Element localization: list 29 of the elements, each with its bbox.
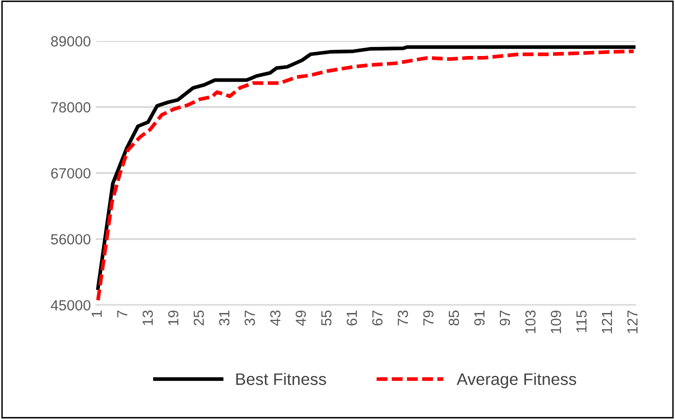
x-tick-label: 91	[474, 310, 485, 326]
x-tick-label: 13	[142, 310, 153, 325]
y-tick-label: 89000	[51, 36, 90, 46]
x-tick-label: 31	[219, 310, 230, 326]
x-tick-label: 85	[448, 310, 460, 326]
x-tick-label: 103	[525, 310, 536, 334]
y-tick-label: 45000	[50, 300, 90, 310]
x-tick-label: 67	[372, 310, 383, 326]
y-tick-label: 56000	[51, 234, 90, 244]
legend-label: Best Fitness	[236, 372, 326, 386]
x-tick-label: 19	[168, 310, 178, 325]
x-tick-label: 43	[270, 310, 280, 326]
x-tick-label: 49	[296, 310, 306, 326]
x-tick-label: 61	[346, 310, 358, 326]
x-tick-label: 25	[194, 310, 204, 326]
x-tick-label: 1	[92, 310, 102, 317]
x-tick-label: 127	[627, 310, 638, 334]
y-tick-label: 67000	[51, 168, 90, 178]
x-tick-label: 109	[550, 310, 562, 334]
y-tick-label: 78000	[51, 102, 90, 112]
x-tick-label: 121	[602, 310, 612, 334]
x-tick-label: 37	[244, 310, 255, 326]
legend-label: Average Fitness	[456, 372, 576, 388]
x-tick-label: 115	[576, 310, 587, 332]
x-tick-label: 73	[398, 310, 408, 326]
x-tick-label: 55	[321, 310, 332, 326]
x-tick-label: 79	[423, 310, 434, 326]
x-tick-label: 7	[117, 310, 128, 318]
x-tick-label: 97	[500, 310, 510, 326]
